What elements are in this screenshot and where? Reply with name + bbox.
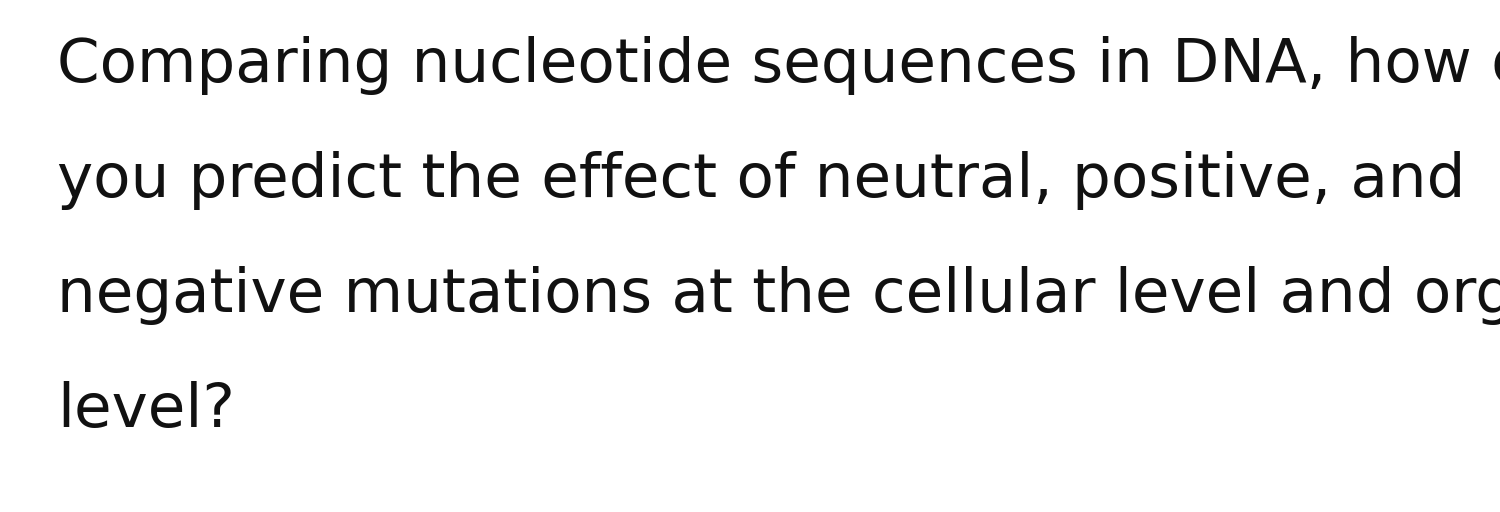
Text: you predict the effect of neutral, positive, and: you predict the effect of neutral, posit… [57,151,1466,210]
Text: Comparing nucleotide sequences in DNA, how do: Comparing nucleotide sequences in DNA, h… [57,36,1500,95]
Text: level?: level? [57,381,236,440]
Text: negative mutations at the cellular level and organism: negative mutations at the cellular level… [57,266,1500,325]
